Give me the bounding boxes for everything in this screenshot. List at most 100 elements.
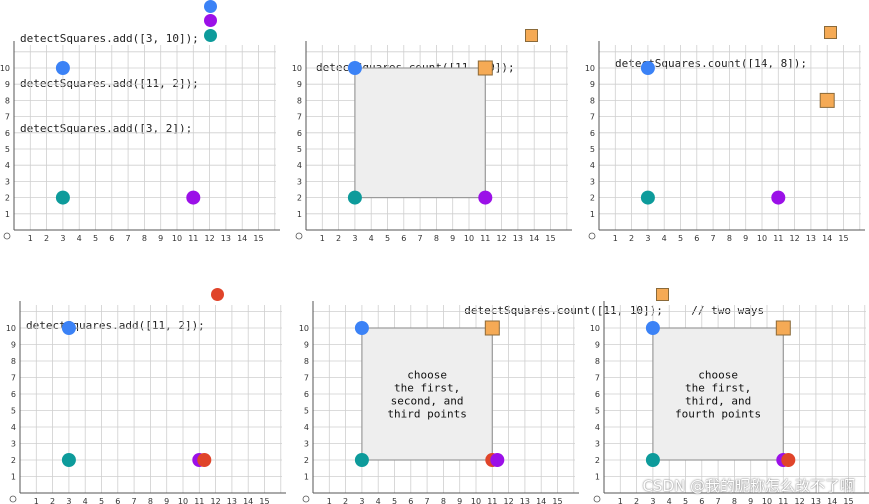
- point-teal: [645, 453, 660, 467]
- y-tick-label: 3: [5, 177, 10, 186]
- x-tick-label: 7: [711, 234, 716, 243]
- x-tick-label: 15: [253, 234, 263, 243]
- x-tick-label: 2: [44, 234, 49, 243]
- x-tick-label: 9: [164, 497, 169, 504]
- y-tick-label: 7: [297, 113, 302, 122]
- x-tick-label: 11: [778, 497, 788, 504]
- y-tick-label: 10: [585, 64, 595, 73]
- point-teal: [61, 453, 76, 467]
- x-tick-label: 2: [336, 234, 341, 243]
- point-teal: [347, 190, 362, 205]
- x-tick-label: 14: [243, 497, 253, 504]
- y-tick-label: 6: [595, 390, 600, 399]
- y-tick-label: 4: [297, 161, 302, 170]
- y-tick-label: 1: [304, 473, 309, 482]
- x-tick-label: 1: [618, 497, 623, 504]
- caption-3-marker-orange: [824, 26, 837, 39]
- x-tick-label: 3: [66, 497, 71, 504]
- square-outline: [652, 327, 784, 461]
- x-tick-label: 6: [694, 234, 699, 243]
- plot-5: 1 2 3 4 5 6 7 8 9 10 11 12 13 14 1512345678910chooseth…: [299, 301, 579, 504]
- x-tick-label: 2: [50, 497, 55, 504]
- point-red: [197, 453, 212, 467]
- x-tick-label: 13: [806, 234, 816, 243]
- x-tick-label: 1: [327, 497, 332, 504]
- x-tick-label: 5: [385, 234, 390, 243]
- point-purple: [771, 190, 786, 205]
- y-tick-label: 9: [11, 341, 16, 350]
- y-tick-label: 9: [590, 80, 595, 89]
- caption-1-line-3: detectSquares.add([3, 2]);: [20, 122, 193, 135]
- y-tick-label: 2: [304, 456, 309, 465]
- point-purple: [490, 453, 505, 467]
- square-label-line: third, and: [685, 395, 751, 408]
- x-tick-label: 10: [757, 234, 767, 243]
- point-blue: [55, 61, 70, 75]
- point-teal: [354, 453, 369, 467]
- x-tick-label: 4: [662, 234, 667, 243]
- x-tick-label: 4: [667, 497, 672, 504]
- x-tick-label: 12: [790, 234, 800, 243]
- point-purple: [478, 190, 493, 205]
- y-tick-label: 1: [590, 210, 595, 219]
- caption-1-line-2: detectSquares.add([11, 2]);: [20, 77, 199, 90]
- x-tick-label: 13: [221, 234, 231, 243]
- x-tick-label: 12: [497, 234, 507, 243]
- y-tick-label: 6: [297, 129, 302, 138]
- x-tick-label: 5: [99, 497, 104, 504]
- y-tick-label: 4: [5, 161, 10, 170]
- x-tick-label: 7: [132, 497, 137, 504]
- square-label-line: second, and: [391, 395, 464, 408]
- square-outline: [361, 327, 493, 461]
- x-tick-label: 9: [743, 234, 748, 243]
- y-tick-label: 1: [5, 210, 10, 219]
- x-tick-label: 8: [142, 234, 147, 243]
- y-tick-label: 9: [5, 80, 10, 89]
- y-tick-label: 5: [590, 145, 595, 154]
- x-tick-label: 6: [699, 497, 704, 504]
- y-tick-label: 9: [297, 80, 302, 89]
- x-tick-label: 3: [352, 234, 357, 243]
- caption-1-line-1: detectSquares.add([3, 10]);: [20, 32, 199, 45]
- y-tick-label: 7: [590, 113, 595, 122]
- y-tick-label: 4: [304, 423, 309, 432]
- x-tick-label: 8: [148, 497, 153, 504]
- x-tick-label: 8: [441, 497, 446, 504]
- y-tick-label: 6: [304, 390, 309, 399]
- x-tick-label: 8: [434, 234, 439, 243]
- y-tick-label: 9: [595, 341, 600, 350]
- y-tick-label: 10: [0, 64, 10, 73]
- y-tick-label: 5: [304, 407, 309, 416]
- origin-icon: [295, 232, 303, 240]
- x-tick-label: 14: [536, 497, 546, 504]
- x-tick-label: 15: [545, 234, 555, 243]
- x-tick-label: 7: [126, 234, 131, 243]
- x-tick-label: 7: [716, 497, 721, 504]
- x-tick-label: 5: [683, 497, 688, 504]
- origin-icon: [9, 495, 17, 503]
- y-tick-label: 4: [590, 161, 595, 170]
- x-tick-label: 4: [369, 234, 374, 243]
- x-tick-label: 7: [425, 497, 430, 504]
- x-tick-label: 12: [205, 234, 215, 243]
- y-tick-label: 8: [11, 357, 16, 366]
- x-tick-label: 13: [513, 234, 523, 243]
- grid: [20, 305, 282, 493]
- caption-4-marker-red: [211, 288, 224, 301]
- plot-6: 1 2 3 4 5 6 7 8 9 10 11 12 13 14 1512345678910chooseth…: [590, 301, 869, 504]
- x-tick-label: 4: [77, 234, 82, 243]
- y-tick-label: 2: [590, 194, 595, 203]
- x-tick-label: 1: [320, 234, 325, 243]
- y-tick-label: 1: [595, 473, 600, 482]
- origin-icon: [3, 232, 11, 240]
- x-tick-label: 11: [188, 234, 198, 243]
- caption-1: detectSquares.add([3, 10]); detectSquare…: [20, 1, 199, 151]
- y-tick-label: 8: [297, 96, 302, 105]
- x-tick-label: 1: [34, 497, 39, 504]
- point-red: [781, 453, 796, 467]
- query-point-square: [775, 320, 791, 336]
- point-purple: [186, 190, 201, 205]
- y-tick-label: 3: [590, 177, 595, 186]
- x-tick-label: 3: [60, 234, 65, 243]
